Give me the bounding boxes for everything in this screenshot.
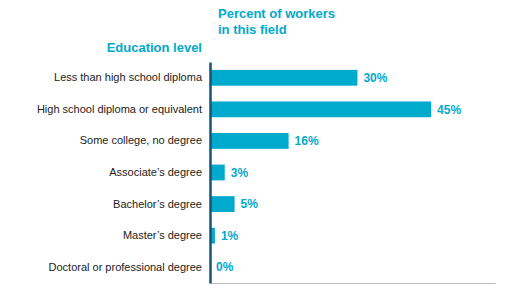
x-axis-line [211, 283, 496, 284]
bar [210, 165, 225, 181]
x-axis [211, 283, 496, 284]
y-tick-label: Doctoral or professional degree [49, 261, 202, 273]
y-tick: Doctoral or professional degree [49, 261, 210, 273]
y-tick-label: Some college, no degree [80, 134, 202, 146]
data-label: 16% [295, 134, 319, 148]
y-axis: Less than high school diploma High school… [37, 63, 211, 284]
data-label: 45% [437, 103, 461, 117]
bar [210, 196, 235, 212]
data-label: 1% [221, 229, 239, 243]
y-tick-label: Associate’s degree [109, 166, 202, 178]
y-tick: High school diploma or equivalent [37, 103, 210, 115]
x-axis-title-line: in this field [218, 22, 287, 37]
chart: 30% 45% 16% 3% 5% 1% 0% Less than high school d… [0, 0, 525, 303]
y-tick-label: Master’s degree [123, 229, 202, 241]
y-tick: Some college, no degree [80, 134, 210, 146]
data-label: 30% [363, 71, 387, 85]
y-axis-title: Education level [107, 40, 202, 55]
y-tick: Bachelor’s degree [113, 198, 210, 210]
bar [210, 133, 289, 149]
y-tick-label: High school diploma or equivalent [37, 103, 202, 115]
bar [210, 70, 357, 86]
x-axis-title-line: Percent of workers [218, 6, 335, 21]
y-tick: Associate’s degree [109, 166, 210, 178]
y-tick-label: Less than high school diploma [54, 71, 203, 83]
data-labels: 30% 45% 16% 3% 5% 1% 0% [216, 71, 461, 274]
y-tick-label: Bachelor’s degree [113, 198, 202, 210]
data-label: 3% [231, 166, 249, 180]
plot: 30% 45% 16% 3% 5% 1% 0% Less than high school d… [37, 63, 496, 284]
y-tick: Less than high school diploma [54, 71, 210, 83]
x-axis-title: Percent of workersin this field [218, 6, 335, 37]
divider [209, 63, 212, 284]
data-label: 5% [241, 197, 259, 211]
data-label: 0% [216, 260, 234, 274]
y-tick: Master’s degree [123, 229, 210, 241]
bar [210, 101, 431, 117]
bars [210, 70, 431, 244]
